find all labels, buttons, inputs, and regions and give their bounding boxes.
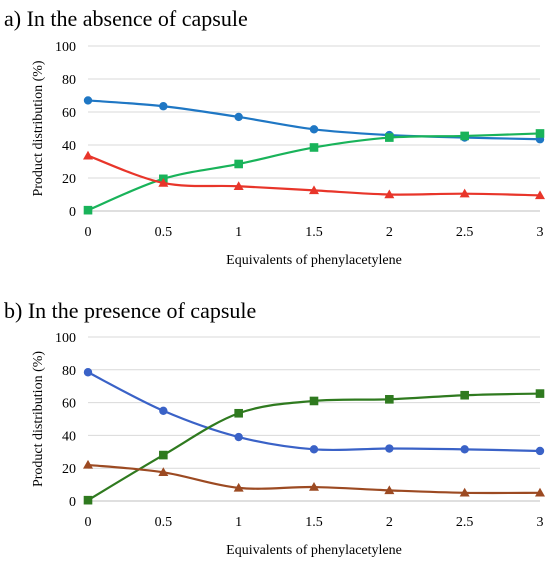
data-point bbox=[83, 96, 93, 105]
chart-panel-2: b) In the presence of capsule02040608010… bbox=[4, 298, 545, 558]
data-point bbox=[234, 112, 243, 122]
chart-title: b) In the presence of capsule bbox=[4, 298, 256, 323]
x-tick-label: 3 bbox=[537, 515, 544, 530]
data-point bbox=[309, 125, 319, 134]
x-tick-label: 2.5 bbox=[456, 225, 474, 240]
x-tick-label: 2.5 bbox=[456, 515, 474, 530]
x-tick-label: 0 bbox=[85, 515, 92, 530]
data-point bbox=[535, 487, 545, 497]
data-point bbox=[83, 495, 93, 505]
data-point bbox=[309, 396, 319, 406]
y-tick-label: 100 bbox=[55, 40, 76, 55]
x-tick-label: 1.5 bbox=[305, 225, 323, 240]
data-point bbox=[159, 406, 168, 415]
series-1 bbox=[83, 368, 545, 456]
data-point bbox=[233, 482, 244, 492]
x-tick-label: 1 bbox=[235, 225, 242, 240]
data-point bbox=[535, 389, 545, 398]
data-point bbox=[158, 177, 169, 187]
y-tick-label: 20 bbox=[62, 172, 76, 187]
y-tick-label: 80 bbox=[62, 73, 76, 88]
data-point bbox=[460, 445, 469, 454]
data-point bbox=[309, 143, 319, 152]
chart-panel-1: a) In the absence of capsule020406080100… bbox=[4, 6, 545, 268]
data-point bbox=[535, 446, 545, 456]
data-point bbox=[459, 487, 470, 497]
series-line bbox=[86, 371, 542, 453]
y-tick-label: 40 bbox=[62, 139, 76, 154]
data-point bbox=[384, 189, 395, 199]
x-tick-label: 1 bbox=[235, 515, 242, 530]
data-point bbox=[159, 102, 168, 111]
data-point bbox=[233, 181, 244, 190]
data-point bbox=[234, 159, 243, 169]
x-axis-title: Equivalents of phenylacetylene bbox=[226, 543, 402, 558]
data-point bbox=[385, 444, 394, 453]
data-point bbox=[83, 205, 93, 215]
data-point bbox=[309, 185, 319, 195]
y-tick-label: 80 bbox=[62, 364, 76, 379]
x-tick-label: 1.5 bbox=[305, 515, 323, 530]
data-point bbox=[83, 368, 93, 377]
data-point bbox=[385, 395, 394, 404]
data-point bbox=[460, 390, 469, 400]
y-tick-label: 60 bbox=[62, 106, 76, 121]
series-3 bbox=[83, 459, 545, 497]
x-tick-label: 2 bbox=[386, 225, 393, 240]
data-point bbox=[159, 450, 168, 460]
data-point bbox=[234, 432, 243, 442]
y-tick-label: 100 bbox=[55, 331, 76, 346]
data-point bbox=[459, 188, 470, 198]
data-point bbox=[460, 131, 469, 141]
x-tick-label: 0.5 bbox=[155, 515, 173, 530]
data-point bbox=[535, 190, 545, 200]
y-tick-label: 0 bbox=[69, 495, 76, 510]
y-tick-label: 40 bbox=[62, 429, 76, 444]
x-axis-title: Equivalents of phenylacetylene bbox=[226, 253, 402, 268]
data-point bbox=[158, 467, 169, 477]
x-tick-label: 3 bbox=[537, 225, 544, 240]
y-axis-title: Product distribution (%) bbox=[31, 60, 46, 196]
x-tick-label: 2 bbox=[386, 515, 393, 530]
y-axis-title: Product distribution (%) bbox=[31, 351, 46, 487]
data-point bbox=[535, 129, 545, 138]
data-point bbox=[385, 133, 394, 142]
data-point bbox=[309, 445, 319, 454]
y-tick-label: 0 bbox=[69, 205, 76, 220]
chart-title: a) In the absence of capsule bbox=[4, 6, 248, 31]
series-2 bbox=[83, 129, 545, 215]
y-tick-label: 60 bbox=[62, 397, 76, 412]
y-tick-label: 20 bbox=[62, 462, 76, 477]
x-tick-label: 0.5 bbox=[155, 225, 173, 240]
data-point bbox=[309, 482, 319, 491]
x-tick-label: 0 bbox=[85, 225, 92, 240]
data-point bbox=[83, 150, 93, 160]
series-2 bbox=[83, 389, 545, 505]
data-point bbox=[83, 459, 93, 469]
data-point bbox=[384, 485, 395, 495]
series-3 bbox=[83, 150, 545, 200]
data-point bbox=[234, 408, 243, 418]
